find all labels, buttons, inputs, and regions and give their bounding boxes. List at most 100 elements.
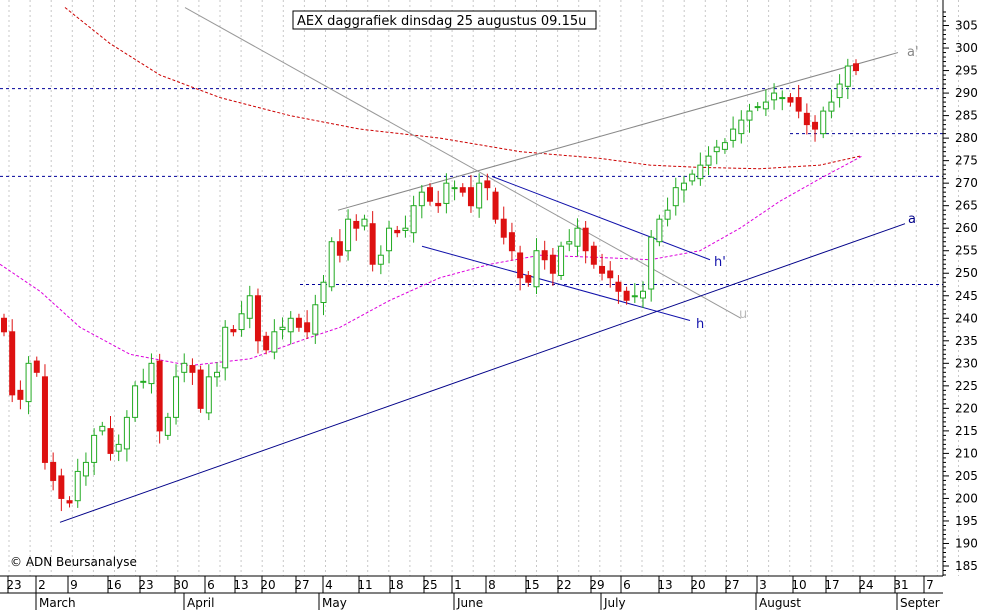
candle-body: [451, 187, 458, 190]
candle-body: [222, 326, 229, 369]
candle-body: [771, 92, 778, 101]
candle-body: [99, 425, 106, 432]
candle-body: [304, 322, 311, 333]
x-tick-label: 10: [791, 578, 806, 592]
x-tick-label: 20: [260, 578, 275, 592]
y-tick-label: 260: [955, 221, 978, 235]
candle-body: [754, 106, 761, 109]
candle-body: [820, 110, 827, 135]
candle-body: [50, 461, 57, 481]
y-tick-label: 275: [955, 154, 978, 168]
candle-body: [1, 317, 7, 333]
y-tick-label: 210: [955, 446, 978, 460]
candle-body: [173, 376, 180, 418]
candle-body: [803, 112, 810, 126]
candle-body: [607, 270, 614, 279]
candle-body: [148, 362, 155, 385]
candle-body: [853, 63, 859, 72]
candle-body: [574, 227, 581, 247]
candle-body: [246, 295, 253, 319]
y-tick-label: 185: [955, 559, 978, 573]
month-labels: March April May June July August Septer: [35, 593, 940, 610]
month-label: April: [187, 596, 214, 610]
candle-body: [214, 371, 220, 378]
x-tick-label: 1: [454, 578, 462, 592]
x-tick-label: 24: [858, 578, 873, 592]
candle-body: [189, 365, 196, 373]
x-tick-label: 6: [623, 578, 631, 592]
x-tick-label: 16: [106, 578, 121, 592]
annotation-a: a: [908, 212, 916, 227]
y-tick-label: 190: [955, 536, 978, 550]
candle-series: [1, 58, 859, 512]
candle-body: [427, 187, 433, 202]
x-tick-label: 2: [38, 578, 46, 592]
y-tick-label: 235: [955, 334, 978, 348]
moving-average-long: [64, 7, 861, 170]
y-tick-label: 215: [955, 424, 978, 438]
candle-body: [697, 164, 704, 180]
x-tick-label: 7: [926, 578, 934, 592]
candle-body: [181, 362, 188, 373]
chart-title: AEX daggrafiek dinsdag 25 augustus 09.15…: [297, 14, 586, 29]
candle-body: [476, 182, 483, 209]
annotation-h: h: [696, 317, 704, 332]
candle-body: [230, 329, 237, 333]
x-tick-label: 30: [173, 578, 188, 592]
x-tick-label: 20: [690, 578, 705, 592]
candle-body: [197, 369, 204, 409]
candle-body: [132, 385, 139, 418]
candle-body: [336, 241, 343, 256]
candle-body: [140, 380, 147, 383]
x-tick-label: 27: [294, 578, 309, 592]
x-tick-label: 8: [488, 578, 496, 592]
x-tick-label: 17: [824, 578, 839, 592]
month-label: May: [322, 596, 347, 610]
x-tick-label: 29: [589, 578, 604, 592]
candle-body: [386, 227, 393, 252]
x-tick-label: 23: [6, 578, 21, 592]
y-tick-label: 270: [955, 176, 978, 190]
y-tick-label: 195: [955, 514, 978, 528]
x-tick-label: 18: [388, 578, 403, 592]
candle-body: [82, 461, 89, 477]
month-label: June: [456, 596, 483, 610]
candle-body: [377, 254, 384, 265]
candle-body: [402, 227, 409, 231]
y-tick-label: 295: [955, 64, 978, 78]
candle-body: [156, 360, 163, 432]
month-label: March: [39, 596, 76, 610]
candle-body: [721, 142, 728, 150]
x-tick-label: 4: [325, 578, 333, 592]
candle-body: [41, 376, 48, 463]
y-axis-ticks: 185 190 195 200 205 210 215 220 225 230 235 240 245 2…: [943, 11, 978, 576]
candle-body: [648, 236, 655, 290]
candle-body: [525, 274, 532, 283]
candle-body: [418, 191, 425, 207]
candle-body: [443, 182, 450, 204]
upper-trend-line-a-prime: [337, 52, 899, 211]
candle-body: [345, 218, 352, 252]
candle-body: [369, 223, 376, 265]
candle-body: [566, 241, 573, 245]
y-tick-label: 300: [955, 41, 978, 55]
candle-body: [484, 180, 491, 189]
channel-lower-line-h: [421, 245, 691, 322]
candle-body: [672, 187, 679, 207]
x-tick-label: 31: [893, 578, 908, 592]
candle-body: [58, 475, 65, 499]
candle-body: [287, 317, 294, 333]
y-tick-label: 240: [955, 311, 978, 325]
candle-body: [779, 97, 786, 100]
candle-body: [312, 304, 319, 335]
y-tick-label: 205: [955, 469, 978, 483]
candle-body: [664, 209, 671, 220]
candle-body: [328, 241, 335, 288]
candle-body: [590, 245, 597, 265]
candle-body: [263, 335, 270, 351]
candle-body: [107, 428, 114, 454]
x-tick-label: 13: [657, 578, 672, 592]
candle-body: [844, 65, 851, 87]
candle-body: [558, 245, 565, 276]
